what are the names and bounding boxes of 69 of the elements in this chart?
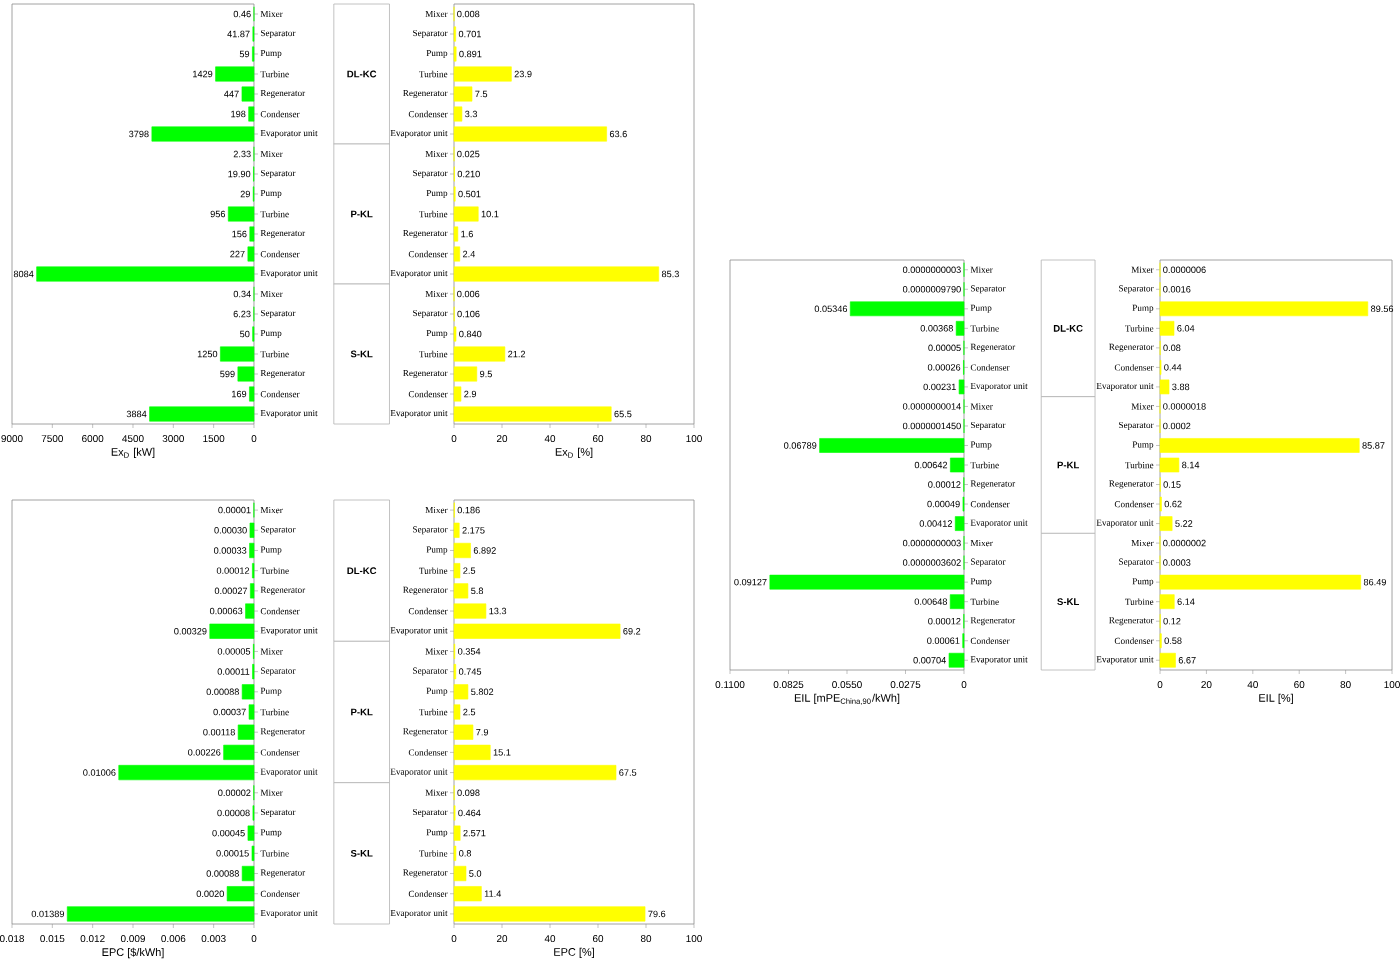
bar — [237, 366, 255, 382]
bar — [955, 321, 965, 336]
bar — [453, 406, 612, 422]
bar — [245, 603, 255, 619]
bar — [453, 522, 460, 538]
bar — [453, 583, 469, 599]
bar — [948, 652, 965, 668]
bar — [453, 684, 469, 700]
bar — [958, 379, 965, 395]
bar — [453, 724, 474, 740]
bar — [209, 623, 255, 639]
bar — [453, 126, 607, 142]
bar — [1159, 574, 1361, 590]
bar — [220, 346, 255, 362]
bar — [249, 522, 255, 538]
bar — [226, 886, 255, 902]
bar — [151, 126, 255, 142]
bar — [949, 594, 965, 609]
bar — [215, 66, 255, 82]
bar — [453, 563, 461, 579]
bar — [249, 386, 255, 402]
bar — [1159, 594, 1175, 609]
bar — [453, 704, 461, 720]
bar — [149, 406, 255, 422]
bar — [453, 744, 491, 760]
bar — [241, 865, 255, 882]
bar — [1159, 321, 1175, 336]
bar — [819, 438, 965, 453]
bar — [453, 906, 646, 922]
bar — [453, 865, 467, 882]
bar — [453, 603, 487, 619]
bar — [453, 825, 461, 841]
bar — [950, 457, 965, 473]
bar — [241, 86, 255, 102]
bar — [247, 825, 255, 841]
bar — [66, 906, 255, 922]
bar — [247, 246, 255, 262]
bar — [248, 704, 255, 720]
bar — [1159, 516, 1173, 531]
bar — [1159, 457, 1180, 473]
bar — [453, 206, 479, 222]
bar — [241, 684, 255, 700]
bar — [453, 542, 471, 559]
bar — [248, 106, 255, 122]
bar — [453, 266, 660, 282]
bar — [453, 346, 506, 362]
bar — [1159, 438, 1360, 453]
bar — [1159, 379, 1170, 395]
bar — [849, 301, 965, 317]
bar — [227, 206, 255, 222]
bar — [237, 724, 255, 740]
bar — [453, 66, 512, 82]
bar — [453, 886, 482, 902]
bar — [453, 246, 461, 262]
bar — [249, 542, 255, 559]
bar — [1159, 652, 1176, 668]
bar — [36, 266, 255, 282]
bar — [118, 765, 255, 781]
bar — [954, 516, 965, 531]
bar — [769, 574, 965, 590]
bar — [249, 226, 255, 242]
bar — [453, 765, 617, 781]
bar — [1159, 301, 1369, 317]
bar — [223, 744, 255, 760]
bar — [453, 623, 621, 639]
bar — [453, 366, 478, 382]
bar — [453, 106, 463, 122]
bar — [453, 86, 473, 102]
bar — [453, 386, 462, 402]
